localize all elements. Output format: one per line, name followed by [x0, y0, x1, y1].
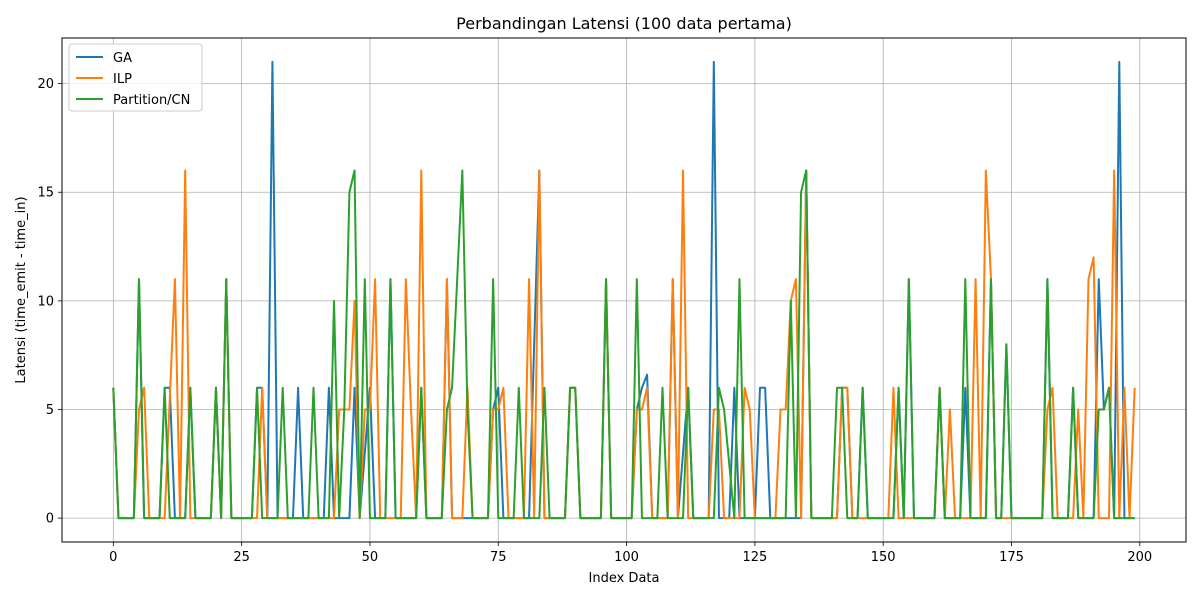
y-tick-label: 15 [37, 186, 54, 201]
x-tick-label: 75 [490, 550, 507, 565]
y-tick-label: 5 [46, 403, 54, 418]
x-tick-label: 100 [614, 550, 639, 565]
plot-frame [61, 37, 1187, 543]
chart-title: Perbandingan Latensi (100 data pertama) [456, 14, 792, 33]
x-axis-label: Index Data [589, 571, 660, 586]
series-lines [112, 60, 1136, 520]
x-tick-label: 50 [362, 550, 379, 565]
legend-label: Partition/CN [113, 93, 190, 108]
y-axis-label: Latensi (time_emit - time_in) [14, 196, 29, 383]
y-tick-label: 0 [46, 512, 54, 527]
series-line-partition-cn [112, 169, 1135, 520]
axis-ticks: 0 25 50 75 100 125 150 175 200 0 5 10 15 20 [37, 77, 1152, 565]
x-tick-label: 200 [1127, 550, 1152, 565]
legend-label: GA [113, 51, 132, 66]
x-tick-label: 150 [871, 550, 896, 565]
legend-box [68, 43, 203, 112]
x-tick-label: 125 [742, 550, 767, 565]
y-tick-label: 20 [37, 77, 54, 92]
x-tick-label: 25 [233, 550, 250, 565]
x-tick-label: 175 [999, 550, 1024, 565]
y-tick-label: 10 [37, 294, 54, 309]
legend-label: ILP [113, 72, 132, 87]
x-tick-label: 0 [109, 550, 117, 565]
legend: GA ILP Partition/CN [68, 43, 203, 112]
